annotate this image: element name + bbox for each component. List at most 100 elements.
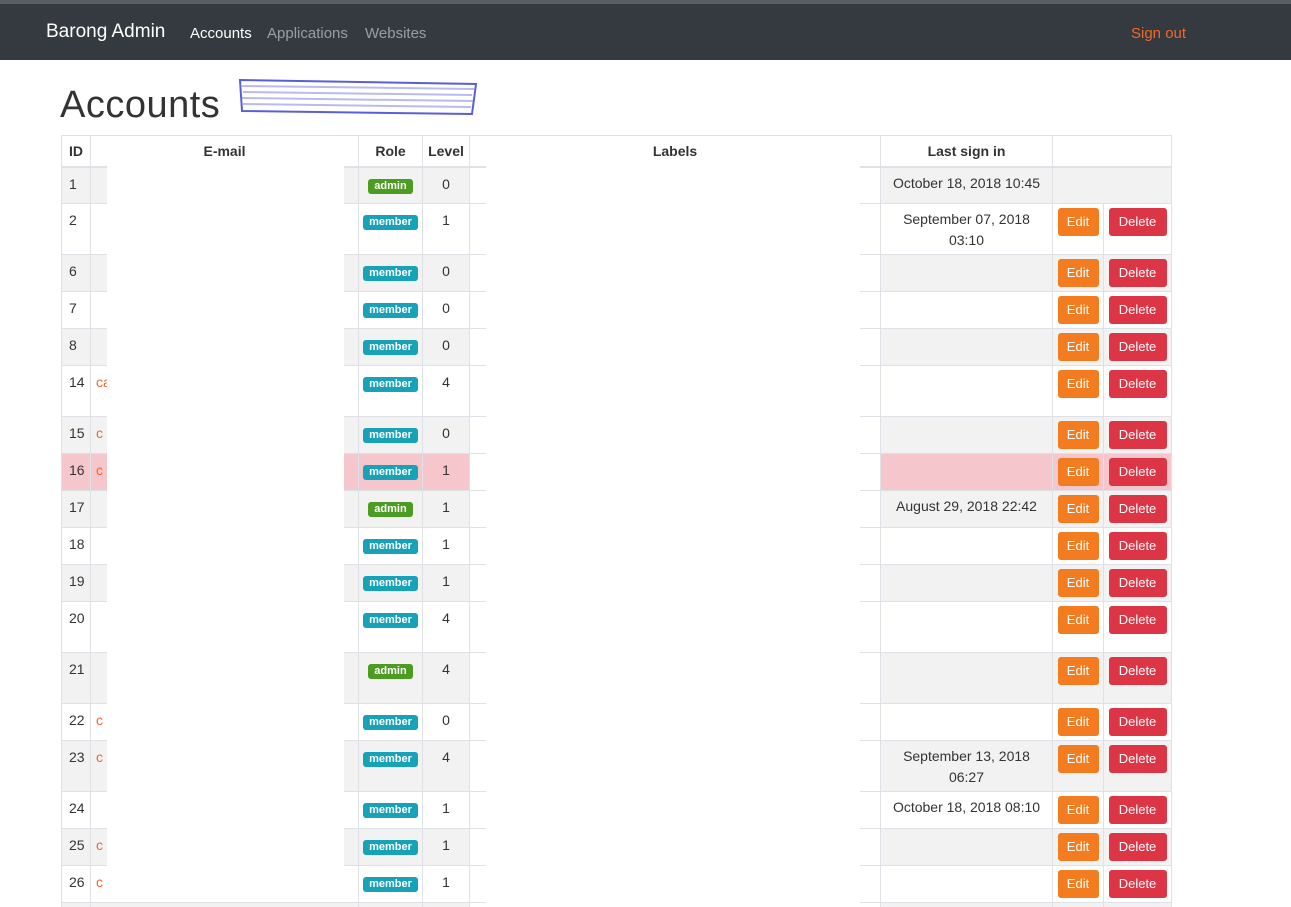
level-cell: 0	[422, 416, 470, 454]
role-cell: member	[358, 328, 423, 366]
edit-button[interactable]: Edit	[1057, 796, 1099, 824]
edit-button[interactable]: Edit	[1057, 333, 1099, 361]
edit-button[interactable]: Edit	[1057, 745, 1099, 773]
edit-button[interactable]: Edit	[1057, 259, 1099, 287]
edit-button[interactable]: Edit	[1057, 532, 1099, 560]
edit-button[interactable]: Edit	[1057, 708, 1099, 736]
edit-cell: Edit	[1052, 740, 1104, 792]
level-cell: 1	[422, 902, 470, 907]
edit-button[interactable]: Edit	[1057, 657, 1099, 685]
page-title: Accounts	[60, 84, 221, 126]
role-badge: member	[363, 377, 418, 392]
role-cell: member	[358, 740, 423, 792]
delete-button[interactable]: Delete	[1108, 569, 1167, 597]
email-link[interactable]	[90, 902, 359, 907]
id-cell: 25	[61, 828, 91, 866]
header-level[interactable]: Level	[422, 135, 470, 168]
role-badge: member	[363, 340, 418, 355]
role-cell: member	[358, 865, 423, 903]
last-sign-in-cell	[880, 365, 1053, 417]
delete-cell: Delete	[1103, 740, 1172, 792]
delete-cell: Delete	[1103, 416, 1172, 454]
edit-cell: Edit	[1052, 652, 1104, 704]
edit-button[interactable]: Edit	[1057, 833, 1099, 861]
edit-button[interactable]: Edit	[1057, 606, 1099, 634]
edit-button[interactable]: Edit	[1057, 208, 1099, 236]
header-last-sign-in[interactable]: Last sign in	[880, 135, 1053, 168]
role-cell: member	[358, 203, 423, 255]
role-badge: member	[363, 539, 418, 554]
delete-cell: Delete	[1103, 703, 1172, 741]
delete-cell: Delete	[1103, 791, 1172, 829]
delete-cell: Delete	[1103, 328, 1172, 366]
edit-button[interactable]: Edit	[1057, 370, 1099, 398]
delete-button[interactable]: Delete	[1108, 606, 1167, 634]
delete-cell: Delete	[1103, 865, 1172, 903]
header-role[interactable]: Role	[358, 135, 423, 168]
role-badge: member	[363, 266, 418, 281]
level-cell: 1	[422, 527, 470, 565]
role-badge: member	[363, 715, 418, 730]
edit-cell: Edit	[1052, 203, 1104, 255]
last-sign-in-cell: September 07, 2018 03:10	[880, 203, 1053, 255]
delete-button[interactable]: Delete	[1108, 870, 1167, 898]
sign-out-link[interactable]: Sign out	[1131, 25, 1187, 42]
last-sign-in-cell	[880, 652, 1053, 704]
delete-button[interactable]: Delete	[1108, 495, 1167, 523]
delete-button[interactable]: Delete	[1108, 333, 1167, 361]
edit-button[interactable]: Edit	[1057, 458, 1099, 486]
level-cell: 1	[422, 865, 470, 903]
id-cell: 14	[61, 365, 91, 417]
delete-button[interactable]: Delete	[1108, 259, 1167, 287]
delete-button[interactable]: Delete	[1108, 421, 1167, 449]
id-cell: 15	[61, 416, 91, 454]
delete-button[interactable]: Delete	[1108, 208, 1167, 236]
delete-button[interactable]: Delete	[1108, 745, 1167, 773]
email-redaction-overlay	[107, 158, 344, 898]
brand-link[interactable]: Barong Admin	[46, 21, 166, 42]
delete-button[interactable]: Delete	[1108, 370, 1167, 398]
id-cell: 1	[61, 166, 91, 204]
header-actions	[1052, 135, 1172, 168]
level-cell: 4	[422, 601, 470, 653]
nav-websites-link[interactable]: Websites	[365, 25, 427, 42]
edit-cell: Edit	[1052, 865, 1104, 903]
edit-button[interactable]: Edit	[1057, 569, 1099, 597]
role-cell: member	[358, 527, 423, 565]
delete-button[interactable]: Delete	[1108, 833, 1167, 861]
edit-cell: Edit	[1052, 703, 1104, 741]
delete-button[interactable]: Delete	[1108, 657, 1167, 685]
edit-button[interactable]: Edit	[1057, 870, 1099, 898]
edit-button[interactable]: Edit	[1057, 421, 1099, 449]
delete-button[interactable]: Delete	[1108, 458, 1167, 486]
role-cell: admin	[358, 652, 423, 704]
id-cell: 17	[61, 490, 91, 528]
id-cell: 26	[61, 865, 91, 903]
last-sign-in-cell	[880, 703, 1053, 741]
role-badge: member	[363, 803, 418, 818]
level-cell: 0	[422, 291, 470, 329]
edit-cell: Edit	[1052, 601, 1104, 653]
header-id[interactable]: ID	[61, 135, 91, 168]
role-cell: member	[358, 902, 423, 907]
delete-button[interactable]: Delete	[1108, 296, 1167, 324]
nav-applications-link[interactable]: Applications	[267, 25, 348, 42]
delete-cell: Delete	[1103, 564, 1172, 602]
edit-cell: Edit	[1052, 453, 1104, 491]
delete-button[interactable]: Delete	[1108, 708, 1167, 736]
role-badge: admin	[368, 502, 413, 517]
edit-button[interactable]: Edit	[1057, 495, 1099, 523]
role-cell: member	[358, 703, 423, 741]
level-cell: 4	[422, 365, 470, 417]
delete-button[interactable]: Delete	[1108, 796, 1167, 824]
redaction-scribble	[238, 78, 478, 116]
last-sign-in-cell	[880, 453, 1053, 491]
nav-accounts-link[interactable]: Accounts	[190, 25, 252, 42]
edit-cell: Edit	[1052, 902, 1104, 907]
actions-cell-empty	[1052, 166, 1172, 204]
last-sign-in-cell	[880, 902, 1053, 907]
edit-button[interactable]: Edit	[1057, 296, 1099, 324]
delete-button[interactable]: Delete	[1108, 532, 1167, 560]
delete-cell: Delete	[1103, 453, 1172, 491]
level-cell: 4	[422, 652, 470, 704]
